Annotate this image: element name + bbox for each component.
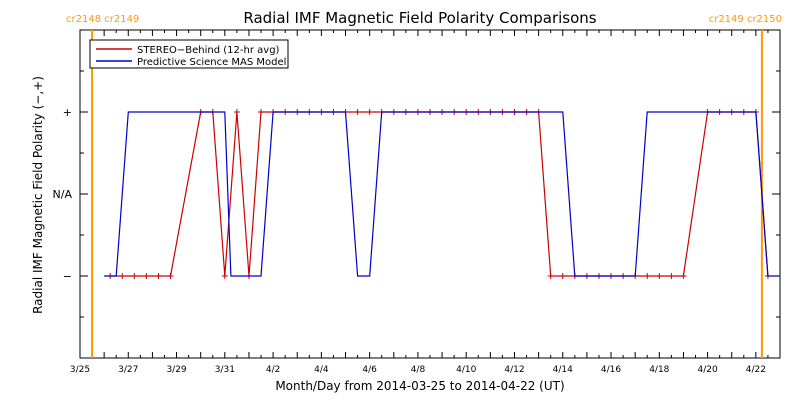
rotation-marker-label: cr2148 cr2149 — [66, 14, 139, 25]
x-tick-label: 4/8 — [411, 365, 426, 375]
plot-area: 3/25 3/27 3/29 3/31 4/2 4/4 4/6 4/8 4/10 4/12 4/14… — [53, 14, 782, 375]
x-tick-label: 3/25 — [70, 365, 90, 375]
data-point-stereo — [119, 273, 126, 279]
data-point-stereo — [167, 273, 174, 279]
x-tick-label: 4/18 — [649, 365, 669, 375]
legend-label-mas: Predictive Science MAS Model — [137, 57, 286, 68]
x-tick-label: 4/22 — [746, 365, 766, 375]
x-axis-label: Month/Day from 2014-03-25 to 2014-04-22 … — [275, 379, 564, 393]
data-point-stereo — [644, 273, 651, 279]
series-group — [104, 109, 780, 279]
series-line-mas — [104, 111, 780, 277]
data-point-stereo — [547, 273, 554, 279]
x-tick-label: 4/20 — [697, 365, 717, 375]
x-tick-label: 4/6 — [362, 365, 377, 375]
rotation-marker-label: cr2149 cr2150 — [709, 14, 782, 25]
data-point-stereo — [155, 273, 162, 279]
x-tick-label: 4/4 — [314, 365, 329, 375]
x-tick-label: 4/14 — [553, 365, 573, 375]
x-tick-label: 4/16 — [601, 365, 621, 375]
legend: STEREO−Behind (12-hr avg) Predictive Sci… — [89, 39, 289, 69]
y-tick-label: − — [63, 270, 72, 283]
data-point-stereo — [354, 109, 361, 115]
y-tick-label: N/A — [53, 188, 73, 201]
legend-box — [89, 39, 289, 69]
x-tick-label: 4/10 — [456, 365, 476, 375]
x-tick-label: 4/12 — [504, 365, 524, 375]
data-point-stereo — [559, 273, 566, 279]
x-tick-label: 3/31 — [215, 365, 235, 375]
chart-title: Radial IMF Magnetic Field Polarity Compa… — [243, 9, 596, 27]
data-point-stereo — [221, 273, 228, 279]
data-point-stereo — [131, 273, 138, 279]
data-point-stereo — [143, 273, 150, 279]
data-point-stereo — [366, 109, 373, 115]
data-point-stereo — [233, 109, 240, 115]
x-tick-label: 3/27 — [118, 365, 138, 375]
legend-label-stereo: STEREO−Behind (12-hr avg) — [137, 45, 280, 56]
data-point-stereo — [680, 273, 687, 279]
x-tick-label: 4/2 — [266, 365, 280, 375]
data-point-stereo — [258, 109, 265, 115]
y-axis-label: Radial IMF Magnetic Field Polarity (−,+) — [31, 76, 45, 314]
data-point-stereo — [668, 273, 675, 279]
y-tick-label: + — [63, 106, 72, 119]
data-point-stereo — [656, 273, 663, 279]
x-tick-label: 3/29 — [166, 365, 186, 375]
